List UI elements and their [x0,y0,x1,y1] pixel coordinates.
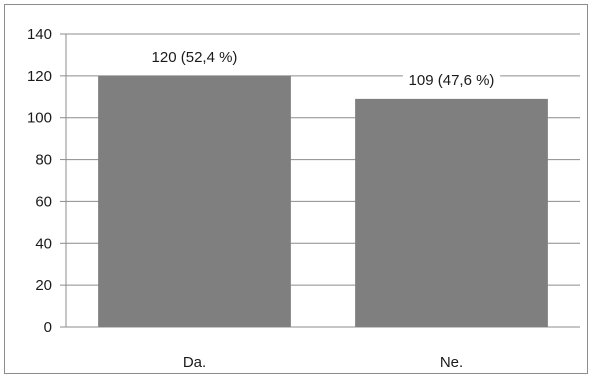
y-tick-label: 80 [35,152,52,169]
y-tick-labels: 0 20 40 60 80 100 120 140 [27,26,52,336]
y-tick-label: 0 [44,319,52,336]
data-label: 109 (47,6 %) [409,72,495,89]
y-tick-label: 40 [35,235,52,252]
y-tick-label: 100 [27,110,52,127]
x-tick-labels: Da. Ne. [183,354,463,371]
y-tick-label: 120 [27,68,52,85]
data-label: 120 (52,4 %) [152,49,238,66]
y-tick-label: 60 [35,193,52,210]
y-tick-label: 20 [35,277,52,294]
bar-2 [355,99,548,327]
y-tick-label: 140 [27,26,52,43]
x-tick-label: Ne. [440,354,463,371]
axes [60,34,66,327]
x-tick-label: Da. [183,354,206,371]
bar-1 [98,76,291,327]
